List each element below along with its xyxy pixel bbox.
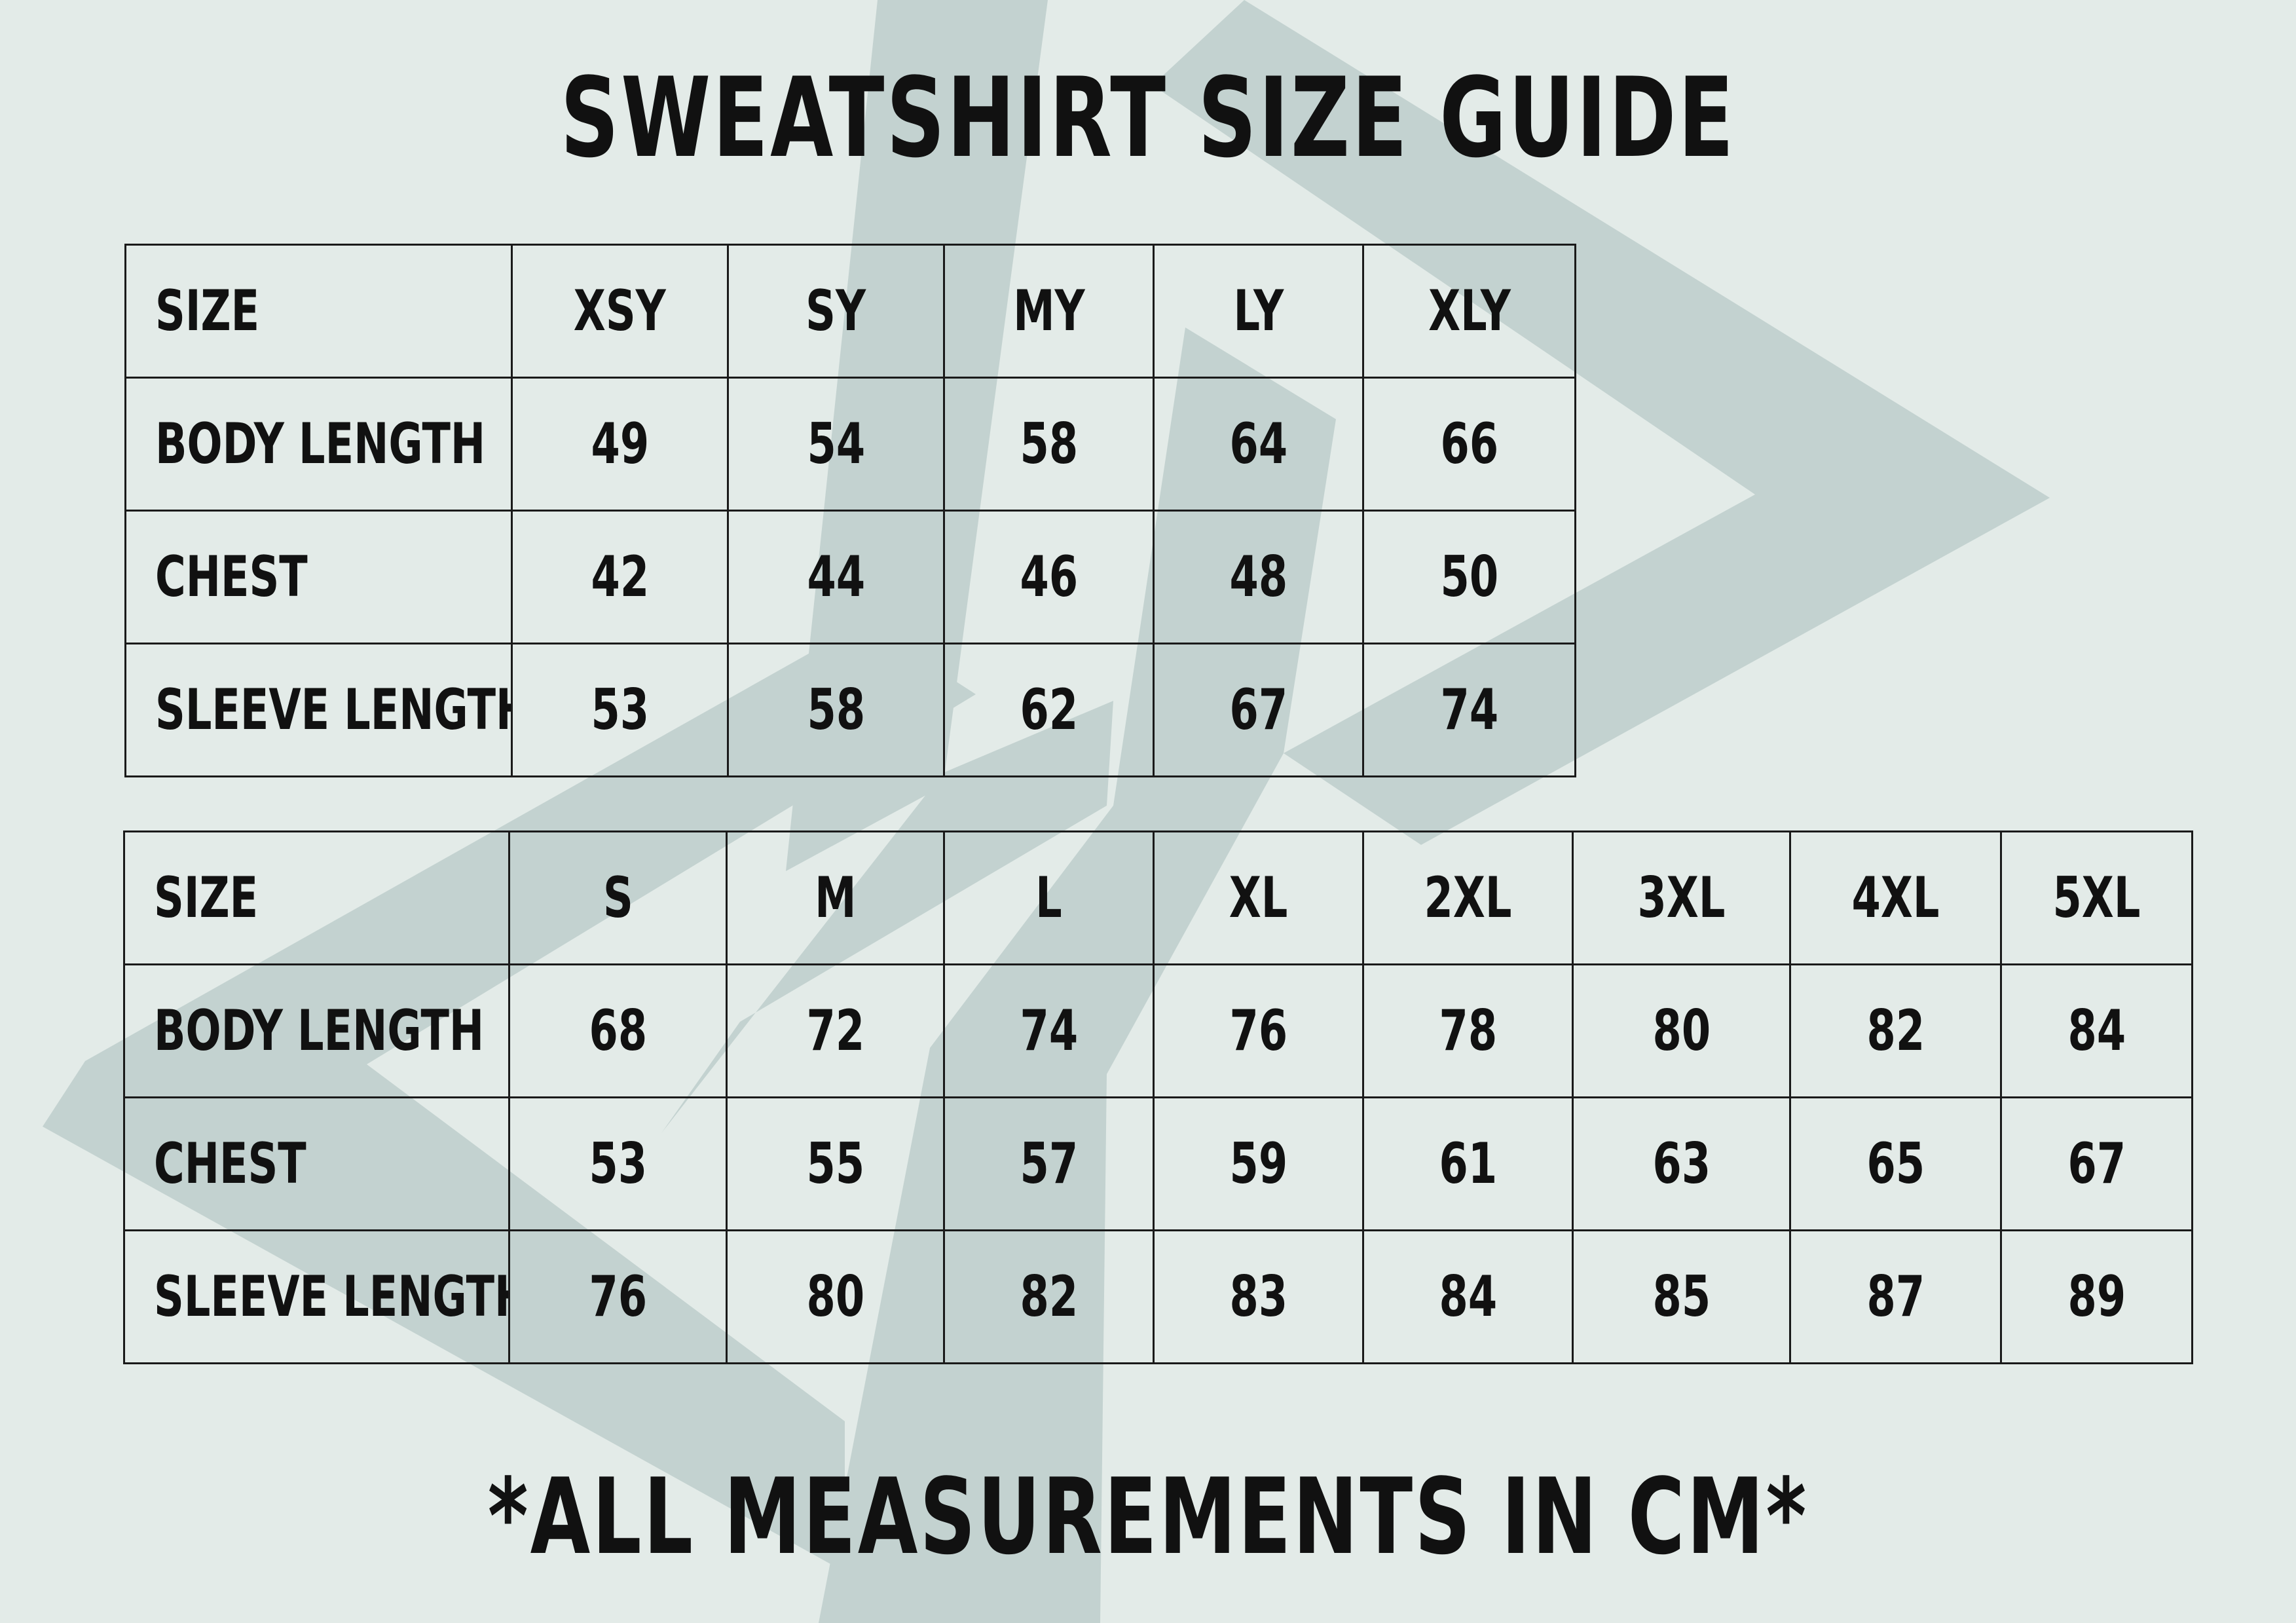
header-cell: L [943, 830, 1155, 965]
header-cell: LY [1153, 244, 1364, 379]
table-cell: 46 [943, 510, 1155, 644]
table-cell: 64 [1153, 377, 1364, 512]
table-cell: 80 [1572, 963, 1791, 1098]
table-cell: 58 [943, 377, 1155, 512]
table-cell: 85 [1572, 1229, 1791, 1364]
table-cell: 78 [1362, 963, 1574, 1098]
header-cell: SY [727, 244, 945, 379]
table-cell: 53 [511, 643, 729, 777]
header-cell: XL [1153, 830, 1364, 965]
table-cell: 67 [1153, 643, 1364, 777]
table-cell: 82 [1789, 963, 2002, 1098]
table-cell: 57 [943, 1096, 1155, 1231]
table-cell: 66 [1362, 377, 1576, 512]
adult-size-table: SIZE S M L XL 2XL 3XL 4XL 5XL BODY LENGT… [123, 830, 2193, 1364]
header-cell: SIZE [124, 244, 513, 379]
measurement-unit-note: *ALL MEASUREMENTS IN CM* [487, 1455, 1809, 1578]
table-row: SLEEVE LENGTH 53 58 62 67 74 [124, 643, 1576, 777]
table-cell: 65 [1789, 1096, 2002, 1231]
table-cell: 54 [727, 377, 945, 512]
table-cell: 84 [1362, 1229, 1574, 1364]
table-cell: 82 [943, 1229, 1155, 1364]
table-row: SLEEVE LENGTH 76 80 82 83 84 85 87 89 [123, 1229, 2193, 1364]
header-cell: 3XL [1572, 830, 1791, 965]
table-cell: 48 [1153, 510, 1364, 644]
table-header-row: SIZE S M L XL 2XL 3XL 4XL 5XL [123, 830, 2193, 965]
youth-size-table: SIZE XSY SY MY LY XLY BODY LENGTH 49 54 … [124, 244, 1576, 777]
table-cell: 74 [943, 963, 1155, 1098]
table-cell: 76 [1153, 963, 1364, 1098]
table-cell: 89 [2000, 1229, 2193, 1364]
table-cell: 87 [1789, 1229, 2002, 1364]
table-cell: 49 [511, 377, 729, 512]
header-cell: XLY [1362, 244, 1576, 379]
row-label: SLEEVE LENGTH [123, 1229, 510, 1364]
table-row: BODY LENGTH 68 72 74 76 78 80 82 84 [123, 963, 2193, 1098]
table-cell: 53 [508, 1096, 728, 1231]
table-header-row: SIZE XSY SY MY LY XLY [124, 244, 1576, 379]
table-cell: 50 [1362, 510, 1576, 644]
table-cell: 61 [1362, 1096, 1574, 1231]
table-cell: 84 [2000, 963, 2193, 1098]
table-cell: 42 [511, 510, 729, 644]
row-label: CHEST [124, 510, 513, 644]
header-cell: 5XL [2000, 830, 2193, 965]
table-cell: 80 [726, 1229, 945, 1364]
table-row: CHEST 42 44 46 48 50 [124, 510, 1576, 644]
table-row: CHEST 53 55 57 59 61 63 65 67 [123, 1096, 2193, 1231]
table-cell: 59 [1153, 1096, 1364, 1231]
header-cell: 2XL [1362, 830, 1574, 965]
table-cell: 63 [1572, 1096, 1791, 1231]
table-cell: 62 [943, 643, 1155, 777]
table-row: BODY LENGTH 49 54 58 64 66 [124, 377, 1576, 512]
table-cell: 68 [508, 963, 728, 1098]
page-title: SWEATSHIRT SIZE GUIDE [560, 54, 1736, 182]
row-label: SLEEVE LENGTH [124, 643, 513, 777]
header-cell: S [508, 830, 728, 965]
row-label: BODY LENGTH [124, 377, 513, 512]
table-cell: 44 [727, 510, 945, 644]
table-cell: 72 [726, 963, 945, 1098]
table-cell: 76 [508, 1229, 728, 1364]
table-cell: 58 [727, 643, 945, 777]
header-cell: XSY [511, 244, 729, 379]
table-cell: 55 [726, 1096, 945, 1231]
header-cell: MY [943, 244, 1155, 379]
header-cell: M [726, 830, 945, 965]
row-label: CHEST [123, 1096, 510, 1231]
table-cell: 83 [1153, 1229, 1364, 1364]
header-cell: SIZE [123, 830, 510, 965]
table-cell: 74 [1362, 643, 1576, 777]
row-label: BODY LENGTH [123, 963, 510, 1098]
table-cell: 67 [2000, 1096, 2193, 1231]
header-cell: 4XL [1789, 830, 2002, 965]
